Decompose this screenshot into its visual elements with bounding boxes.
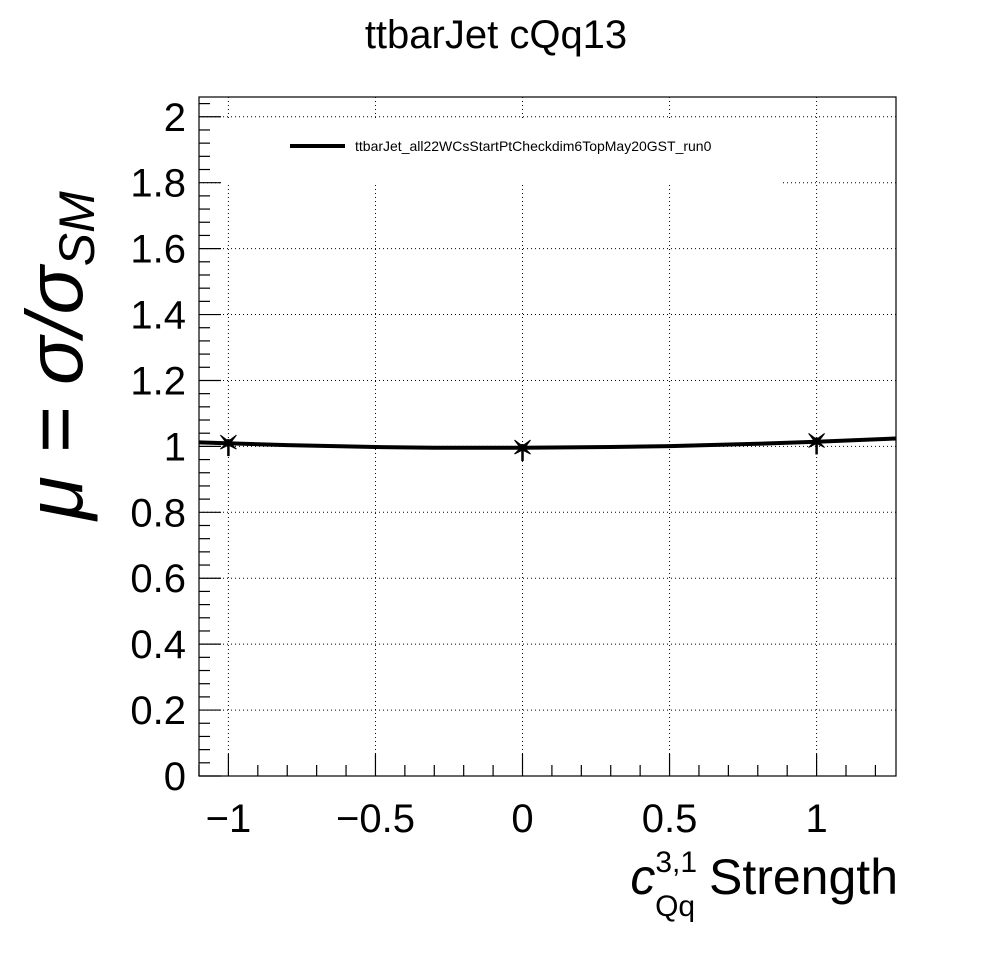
y-axis-label: μ = σ/σSM — [10, 191, 105, 522]
y-tick-label-4: 0.8 — [130, 491, 186, 535]
x-axis-label: c3,1 Qq Strength — [630, 846, 898, 923]
chart-title: ttbarJet cQq13 — [365, 13, 627, 57]
data-point-1 — [514, 439, 531, 462]
legend-box — [222, 118, 782, 184]
y-tick-label-6: 1.2 — [130, 359, 186, 403]
y-tick-label-7: 1.4 — [130, 294, 186, 338]
y-tick-label-8: 1.6 — [130, 228, 186, 272]
series-fit-curve — [198, 436, 897, 450]
x-axis-label-subscript: Qq — [655, 890, 695, 923]
y-tick-label-3: 0.6 — [130, 557, 186, 601]
x-tick-label-0: −1 — [206, 797, 252, 841]
legend: ttbarJet_all22WCsStartPtCheckdim6TopMay2… — [222, 118, 782, 184]
data-point-2 — [808, 433, 825, 455]
series-layer — [198, 433, 897, 462]
y-tick-label-0: 0 — [164, 755, 186, 799]
y-tick-label-10: 2 — [164, 96, 186, 140]
x-axis-label-suffix: Strength — [695, 849, 898, 905]
y-tick-label-5: 1 — [164, 425, 186, 469]
axis-ticks — [198, 102, 877, 777]
x-tick-label-1: −0.5 — [336, 797, 415, 841]
grid — [199, 97, 896, 777]
y-tick-label-1: 0.2 — [130, 689, 186, 733]
plot-frame — [198, 96, 897, 777]
x-tick-label-2: 0 — [511, 797, 533, 841]
x-axis-label-superscript: 3,1 — [655, 846, 697, 879]
y-tick-label-9: 1.8 — [130, 162, 186, 206]
x-tick-label-3: 0.5 — [642, 797, 698, 841]
x-axis-label-symbol: c — [630, 849, 655, 905]
legend-label: ttbarJet_all22WCsStartPtCheckdim6TopMay2… — [355, 138, 712, 154]
y-tick-labels: 0 0.2 0.4 0.6 0.8 1 1.2 1.4 1.6 1.8 2 — [130, 96, 186, 799]
x-tick-label-4: 1 — [805, 797, 827, 841]
y-axis-label-main: μ = σ/σ — [10, 264, 99, 522]
x-tick-labels: −1 −0.5 0 0.5 1 — [206, 797, 828, 841]
data-point-0 — [220, 434, 237, 457]
y-tick-label-2: 0.4 — [130, 623, 186, 667]
y-axis-label-subscript: SM — [49, 191, 105, 266]
